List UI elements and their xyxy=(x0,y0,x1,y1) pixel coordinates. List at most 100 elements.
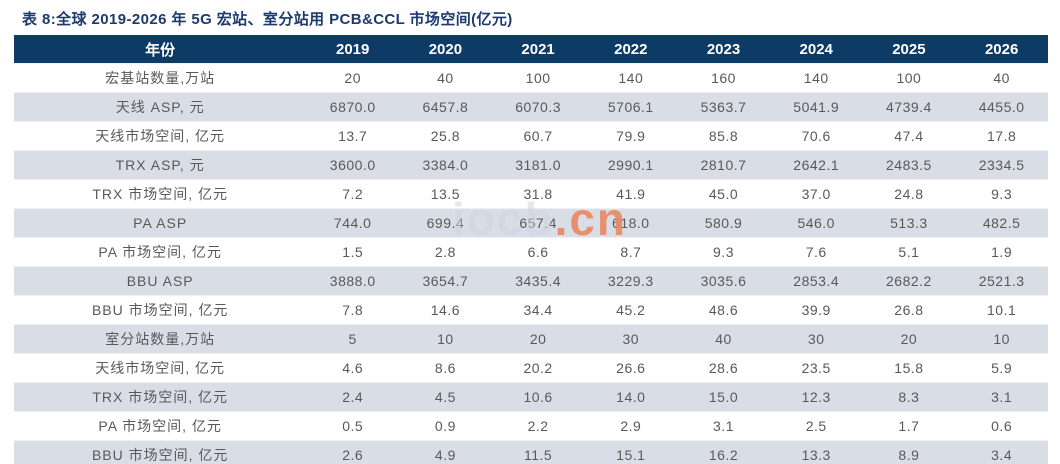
data-cell: 2.8 xyxy=(434,244,456,260)
data-cell: 70.6 xyxy=(801,128,831,144)
data-cell: 8.6 xyxy=(434,360,456,376)
row-label: PA ASP xyxy=(133,215,188,231)
data-cell: 40 xyxy=(437,70,454,86)
header-cell-label: 年份 xyxy=(14,35,307,64)
row-label: BBU ASP xyxy=(126,273,194,289)
data-cell: 14.6 xyxy=(430,302,461,318)
data-cell: 85.8 xyxy=(708,128,739,144)
data-cell: 2682.2 xyxy=(886,273,932,289)
table-row: TRX 市场空间, 亿元 2.4 4.5 10.6 14.0 15.0 12.3 8.3 3.1 xyxy=(14,382,1048,412)
data-cell: 580.9 xyxy=(704,215,743,231)
data-cell: 45.0 xyxy=(708,186,739,202)
data-cell: 10.6 xyxy=(523,389,553,405)
header-cell-year: 2025 xyxy=(862,35,956,64)
row-label: TRX 市场空间, 亿元 xyxy=(92,186,228,202)
data-cell: 37.0 xyxy=(801,186,831,202)
data-cell: 699.4 xyxy=(426,215,465,231)
data-cell: 3035.6 xyxy=(700,273,747,289)
table-row: PA 市场空间, 亿元 1.5 2.8 6.6 8.7 9.3 7.6 5.1 1.9 xyxy=(14,237,1048,267)
data-cell: 140 xyxy=(618,70,644,86)
data-cell: 1.7 xyxy=(898,418,920,434)
data-cell: 31.8 xyxy=(523,186,553,202)
header-cell-year: 2023 xyxy=(677,35,770,64)
data-cell: 10 xyxy=(993,331,1010,347)
data-cell: 48.6 xyxy=(708,302,739,318)
header-cell-year: 2021 xyxy=(491,35,585,64)
row-label: PA 市场空间, 亿元 xyxy=(98,244,222,260)
data-cell: 6.6 xyxy=(527,244,549,260)
data-cell: 1.5 xyxy=(342,244,364,260)
data-cell: 0.9 xyxy=(434,418,456,434)
data-cell: 8.3 xyxy=(898,389,920,405)
market-table: 年份 2019 2020 2021 2022 2023 2024 2025 2026 宏基站数量… xyxy=(14,35,1048,464)
data-cell: 15.8 xyxy=(894,360,924,376)
data-cell: 546.0 xyxy=(797,215,835,231)
data-cell: 140 xyxy=(803,70,829,86)
table-row: 天线市场空间, 亿元 13.7 25.8 60.7 79.9 85.8 70.6 47.4 17… xyxy=(14,121,1048,151)
data-cell: 2.2 xyxy=(527,418,549,434)
data-cell: 2334.5 xyxy=(978,157,1025,173)
data-cell: 3384.0 xyxy=(422,157,469,173)
header-cell-year: 2024 xyxy=(769,35,863,64)
data-cell: 513.3 xyxy=(890,215,928,231)
data-cell: 2642.1 xyxy=(793,157,840,173)
data-cell: 3.4 xyxy=(991,447,1013,463)
data-cell: 13.3 xyxy=(801,447,831,463)
data-cell: 1.9 xyxy=(991,244,1013,260)
data-cell: 3.1 xyxy=(991,389,1013,405)
data-cell: 13.5 xyxy=(430,186,461,202)
table-row: BBU 市场空间, 亿元 7.8 14.6 34.4 45.2 48.6 39.9 26.8 1… xyxy=(14,295,1048,325)
data-cell: 60.7 xyxy=(523,128,553,144)
data-cell: 3654.7 xyxy=(422,273,469,289)
data-cell: 34.4 xyxy=(523,302,553,318)
header-cell-year: 2026 xyxy=(955,35,1048,64)
data-cell: 45.2 xyxy=(616,302,646,318)
data-cell: 13.7 xyxy=(338,128,368,144)
data-cell: 26.6 xyxy=(616,360,646,376)
table-body: 宏基站数量,万站 20 40 100 140 160 140 100 40 天线 ASP, 元 68… xyxy=(14,63,1048,464)
data-cell: 9.3 xyxy=(991,186,1013,202)
data-cell: 3.1 xyxy=(713,418,734,434)
table-head: 年份 2019 2020 2021 2022 2023 2024 2025 2026 xyxy=(14,35,1048,64)
header-cell-year: 2020 xyxy=(399,35,492,64)
data-cell: 4455.0 xyxy=(978,99,1025,115)
data-cell: 26.8 xyxy=(894,302,924,318)
data-cell: 100 xyxy=(525,70,551,86)
data-cell: 657.4 xyxy=(519,215,557,231)
row-label: TRX ASP, 元 xyxy=(115,157,205,173)
data-cell: 4.6 xyxy=(342,360,364,376)
data-cell: 4.9 xyxy=(434,447,456,463)
row-label: 天线市场空间, 亿元 xyxy=(95,128,226,144)
data-cell: 2521.3 xyxy=(978,273,1025,289)
data-cell: 2.9 xyxy=(620,418,642,434)
data-cell: 0.5 xyxy=(342,418,364,434)
data-cell: 24.8 xyxy=(894,186,924,202)
data-cell: 5706.1 xyxy=(607,99,654,115)
table-row: BBU ASP 3888.0 3654.7 3435.4 3229.3 3035.6 285… xyxy=(14,266,1048,296)
table-row: BBU 市场空间, 亿元 2.6 4.9 11.5 15.1 16.2 13.3 8.9 3.4 xyxy=(14,440,1048,464)
data-cell: 8.9 xyxy=(898,447,920,463)
data-cell: 25.8 xyxy=(430,128,461,144)
data-cell: 482.5 xyxy=(982,215,1021,231)
row-label: TRX 市场空间, 亿元 xyxy=(92,389,228,405)
table-row: PA 市场空间, 亿元 0.5 0.9 2.2 2.9 3.1 2.5 1.7 0.6 xyxy=(14,411,1048,441)
data-cell: 2853.4 xyxy=(793,273,840,289)
data-cell: 5.1 xyxy=(898,244,920,260)
data-cell: 618.0 xyxy=(612,215,650,231)
data-cell: 10.1 xyxy=(987,302,1017,318)
data-cell: 41.9 xyxy=(616,186,646,202)
data-cell: 40 xyxy=(993,70,1010,86)
row-label: 室分站数量,万站 xyxy=(105,331,216,347)
table-row: 室分站数量,万站 5 10 20 30 40 30 20 10 xyxy=(14,324,1048,354)
data-cell: 3229.3 xyxy=(607,273,654,289)
data-cell: 2.6 xyxy=(342,447,364,463)
data-cell: 39.9 xyxy=(801,302,831,318)
table-row: TRX 市场空间, 亿元 7.2 13.5 31.8 41.9 45.0 37.0 24.8 9… xyxy=(14,179,1048,209)
data-cell: 7.2 xyxy=(342,186,364,202)
data-cell: 10 xyxy=(437,331,454,347)
table-row: 天线市场空间, 亿元 4.6 8.6 20.2 26.6 28.6 23.5 15.8 5.9 xyxy=(14,353,1048,383)
data-cell: 0.6 xyxy=(991,418,1013,434)
data-cell: 16.2 xyxy=(708,447,739,463)
data-cell: 30 xyxy=(622,331,640,347)
data-cell: 12.3 xyxy=(801,389,831,405)
